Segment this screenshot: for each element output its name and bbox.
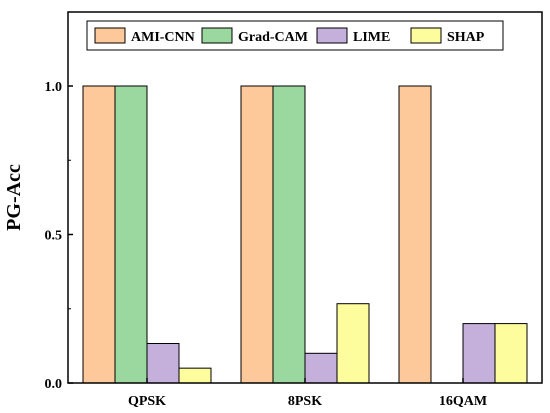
legend-label: SHAP [447, 30, 485, 45]
bar-ami-cnn-16qam [398, 85, 432, 384]
legend-label: LIME [353, 30, 390, 45]
legend-label: AMI-CNN [131, 30, 195, 45]
legend-label: Grad-CAM [238, 30, 308, 45]
bar-lime-16qam [462, 323, 496, 384]
bar-ami-cnn-qpsk [82, 85, 116, 384]
bar-grad-cam-qpsk [114, 85, 148, 384]
x-tick-label: 8PSK [288, 394, 322, 409]
y-tick-label: 1.0 [45, 80, 63, 95]
x-tick-label: 16QAM [439, 394, 487, 409]
y-tick-label: 0.0 [45, 377, 63, 392]
bars-layer [82, 85, 528, 384]
x-axis: QPSK 8PSK 16QAM [128, 378, 487, 409]
legend-swatch [94, 27, 126, 44]
legend-swatch [201, 27, 233, 44]
y-axis: 0.0 0.5 1.0 [45, 80, 73, 392]
bar-shap-16qam [494, 323, 528, 384]
bar-shap-qpsk [178, 367, 212, 384]
y-axis-title: PG-Acc [3, 164, 25, 231]
bar-lime-8psk [304, 352, 338, 384]
legend-swatch [410, 27, 442, 44]
x-tick-label: QPSK [128, 394, 166, 409]
legend: AMI-CNN Grad-CAM LIME SHAP [86, 20, 504, 51]
legend-swatch [316, 27, 348, 44]
bar-grad-cam-8psk [272, 85, 306, 384]
y-tick-label: 0.5 [45, 229, 63, 244]
bar-lime-qpsk [146, 342, 180, 384]
bar-shap-8psk [336, 303, 370, 384]
bar-ami-cnn-8psk [240, 85, 274, 384]
